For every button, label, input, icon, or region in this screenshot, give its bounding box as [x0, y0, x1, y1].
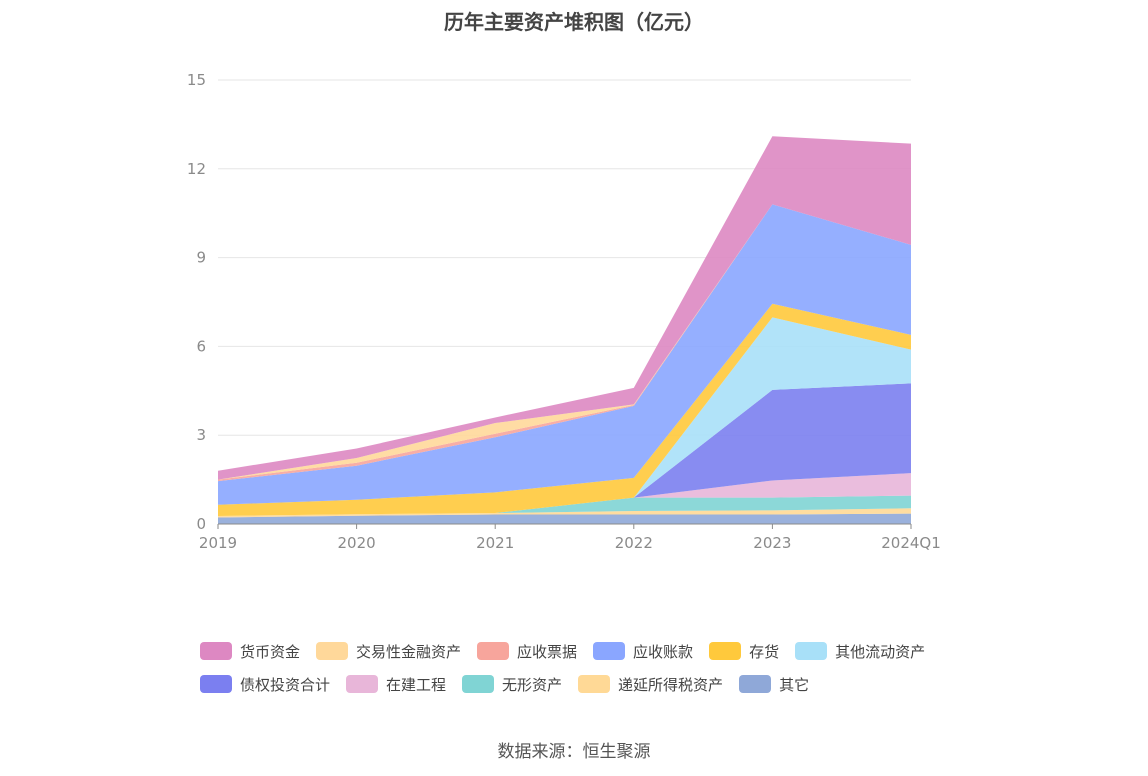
y-tick-label: 12	[187, 160, 206, 178]
area-series-货币资金	[218, 136, 911, 480]
axis-layer: 0 3 6 9 12 15 2019 2020 2021 2022 2023 2024Q1	[187, 71, 941, 552]
area-series-其他流动资产	[218, 317, 911, 517]
legend-item[interactable]: 递延所得税资产	[578, 674, 723, 695]
data-source: 数据来源：恒生聚源	[497, 742, 651, 762]
legend-swatch	[462, 675, 495, 693]
legend-item[interactable]: 应收票据	[477, 641, 577, 662]
legend-label: 应收账款	[633, 642, 694, 661]
x-tick-label: 2024Q1	[881, 534, 941, 552]
y-tick-label: 6	[196, 337, 206, 355]
legend-swatch	[477, 642, 510, 660]
legend-item[interactable]: 债权投资合计	[200, 674, 330, 695]
legend-item[interactable]: 其他流动资产	[795, 641, 925, 662]
legend-label: 交易性金融资产	[356, 642, 462, 661]
x-tick-label: 2020	[338, 534, 376, 552]
legend-swatch	[346, 675, 379, 693]
legend-swatch	[316, 642, 349, 660]
legend-item[interactable]: 其它	[739, 674, 809, 695]
area-series-在建工程	[218, 473, 911, 517]
legend-swatch	[739, 675, 772, 693]
x-tick-label: 2021	[476, 534, 514, 552]
legend-label: 货币资金	[240, 642, 301, 661]
legend-label: 存货	[749, 642, 780, 661]
legend-label: 其它	[779, 675, 810, 694]
area-series-债权投资合计	[218, 383, 911, 517]
legend-item[interactable]: 存货	[709, 641, 779, 662]
area-series-递延所得税资产	[218, 508, 911, 518]
legend-item[interactable]: 应收账款	[593, 641, 693, 662]
legend-swatch	[200, 675, 232, 693]
y-tick-label: 15	[187, 71, 206, 89]
legend-label: 其他流动资产	[835, 642, 926, 661]
stacked-area-chart: 0 3 6 9 12 15 2019 2020 2021 2022 2023 2024Q1	[187, 71, 941, 552]
legend-label: 递延所得税资产	[618, 675, 724, 694]
chart-title: 历年主要资产堆积图（亿元）	[444, 10, 704, 34]
x-tick-label: 2022	[615, 534, 653, 552]
legend-label: 无形资产	[502, 675, 563, 694]
area-series-其它	[218, 513, 911, 524]
y-tick-label: 3	[196, 426, 206, 444]
legend-swatch	[709, 642, 742, 660]
legend-swatch	[200, 642, 232, 660]
legend-item[interactable]: 无形资产	[462, 674, 562, 695]
y-tick-label: 0	[196, 515, 206, 533]
legend: 货币资金 交易性金融资产 应收票据 应收账款 存货 其他流动资产债权投资合计 在建工程 无形资…	[200, 640, 980, 706]
y-tick-label: 9	[196, 249, 206, 267]
legend-label: 应收票据	[517, 642, 578, 661]
legend-label: 在建工程	[386, 675, 447, 694]
legend-item[interactable]: 在建工程	[346, 674, 446, 695]
legend-item[interactable]: 货币资金	[200, 641, 300, 662]
area-series-存货	[218, 303, 911, 517]
legend-swatch	[795, 642, 828, 660]
legend-row: 债权投资合计 在建工程 无形资产 递延所得税资产 其它	[200, 673, 980, 695]
legend-label: 债权投资合计	[240, 675, 331, 694]
legend-row: 货币资金 交易性金融资产 应收票据 应收账款 存货 其他流动资产	[200, 640, 980, 662]
legend-swatch	[593, 642, 626, 660]
area-series-无形资产	[218, 495, 911, 517]
area-layer	[218, 136, 911, 524]
x-tick-label: 2019	[199, 534, 237, 552]
x-tick-label: 2023	[753, 534, 791, 552]
legend-item[interactable]: 交易性金融资产	[316, 641, 461, 662]
legend-swatch	[578, 675, 611, 693]
area-series-应收账款	[218, 204, 911, 505]
